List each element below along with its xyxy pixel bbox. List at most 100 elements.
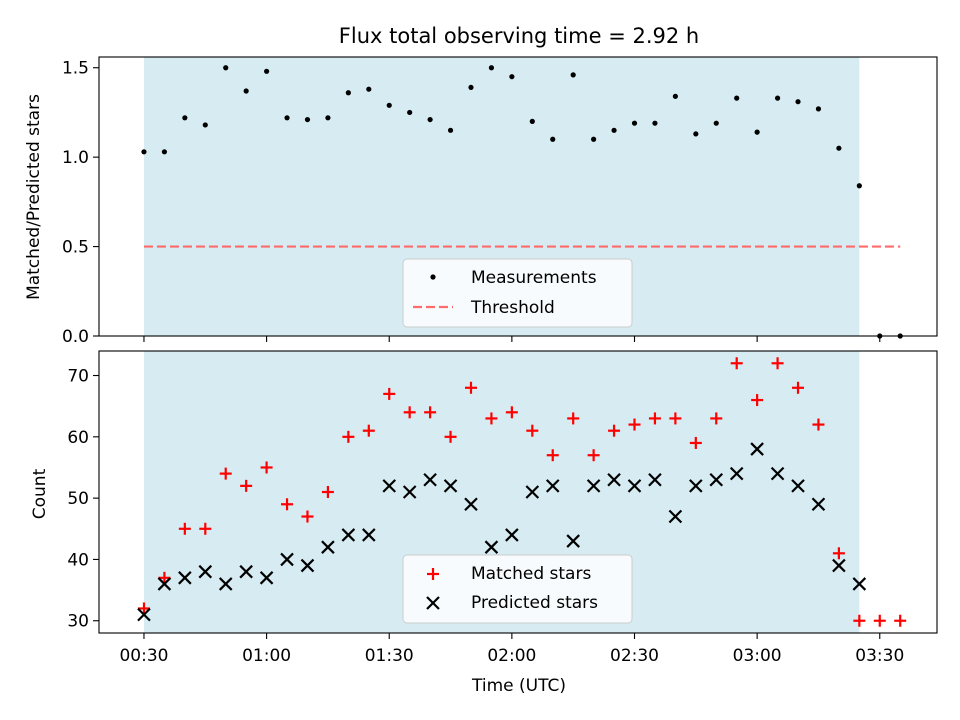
y-tick-label: 0.0 xyxy=(62,327,89,347)
top-y-axis-label: Matched/Predicted stars xyxy=(24,94,44,300)
measurement-point xyxy=(304,116,311,123)
predicted-stars-point xyxy=(321,540,335,554)
matched-stars-point xyxy=(301,510,314,523)
x-tick-label: 03:00 xyxy=(733,646,782,666)
measurement-point xyxy=(407,109,413,116)
top-panel: 0.0 0.5 1.0 1.5 Matched/Predicted stars Mea… xyxy=(24,56,938,347)
measurement-point xyxy=(570,72,576,78)
y-tick-label: 50 xyxy=(67,489,89,509)
measurement-point xyxy=(713,120,719,126)
top-legend-box xyxy=(402,258,633,328)
predicted-stars-point xyxy=(811,497,826,512)
matched-stars-point xyxy=(608,424,621,437)
matched-stars-point xyxy=(669,412,682,425)
measurement-point xyxy=(836,145,842,151)
matched-stars-point xyxy=(424,406,437,419)
matched-stars-point xyxy=(464,381,477,394)
legend-threshold-label: Threshold xyxy=(470,298,555,318)
measurement-point xyxy=(550,136,556,142)
predicted-stars-point xyxy=(791,479,805,493)
top-y-ticks: 0.0 0.5 1.0 1.5 xyxy=(62,59,99,347)
bottom-y-axis-label: Count xyxy=(30,468,50,519)
measurement-point xyxy=(856,183,862,189)
measurement-point xyxy=(325,115,331,121)
predicted-stars-point xyxy=(750,442,764,456)
predicted-stars-point xyxy=(545,479,560,493)
matched-stars-point xyxy=(505,406,518,419)
measurement-point xyxy=(509,74,515,80)
top-legend: Measurements Threshold xyxy=(402,258,633,328)
matched-stars-point xyxy=(853,614,866,627)
bottom-panel: 30 40 50 60 70 00:30 01:00 01:30 02:00 02:30 03:0… xyxy=(30,350,938,696)
predicted-stars-point xyxy=(525,485,540,499)
matched-stars-point xyxy=(587,449,600,462)
matched-stars-point xyxy=(281,498,294,511)
legend-predicted-marker xyxy=(426,596,440,610)
predicted-stars-point xyxy=(443,479,458,493)
bottom-x-ticks: 00:30 01:00 01:30 02:00 02:30 03:00 03:30 xyxy=(119,633,904,666)
matched-stars-point xyxy=(240,479,253,492)
top-marks xyxy=(141,65,903,339)
measurement-point xyxy=(243,88,249,94)
y-tick-label: 1.0 xyxy=(62,148,89,168)
measurement-point xyxy=(652,120,658,126)
matched-stars-point xyxy=(710,412,723,425)
matched-stars-point xyxy=(219,467,232,480)
measurement-point xyxy=(693,131,699,137)
bottom-panel-frame xyxy=(98,350,938,634)
y-tick-label: 60 xyxy=(67,428,89,448)
matched-stars-point xyxy=(546,449,559,462)
predicted-stars-point xyxy=(341,528,356,542)
top-panel-frame xyxy=(98,56,938,337)
measurement-point xyxy=(366,86,372,92)
bottom-x-axis-label: Time (UTC) xyxy=(471,676,566,696)
predicted-stars-point xyxy=(300,558,315,573)
x-tick-label: 01:00 xyxy=(242,646,291,666)
predicted-stars-point xyxy=(566,534,580,548)
matched-stars-point xyxy=(178,522,191,535)
bottom-y-ticks: 30 40 50 60 70 xyxy=(67,367,99,632)
x-tick-label: 01:30 xyxy=(365,646,414,666)
measurement-point xyxy=(468,84,474,91)
bottom-legend-box xyxy=(402,554,633,624)
predicted-stars-point xyxy=(586,479,601,493)
predicted-stars-point xyxy=(280,552,294,567)
matched-stars-point xyxy=(158,571,171,584)
predicted-stars-point xyxy=(218,577,233,591)
matched-stars-point xyxy=(444,430,457,443)
y-tick-label: 40 xyxy=(67,550,89,570)
matched-stars-point xyxy=(873,614,886,627)
matched-stars-point xyxy=(137,602,150,615)
legend-measurements-marker xyxy=(430,274,436,280)
measurement-point xyxy=(734,95,740,101)
predicted-stars-point xyxy=(852,577,867,591)
predicted-stars-point xyxy=(770,466,785,481)
predicted-stars-point xyxy=(178,571,192,585)
matched-stars-point xyxy=(342,430,355,443)
matched-stars-point xyxy=(771,357,784,370)
predicted-stars-point xyxy=(709,472,724,487)
matched-stars-point xyxy=(383,387,396,400)
legend-predicted-label: Predicted stars xyxy=(471,593,598,613)
x-tick-label: 02:00 xyxy=(487,646,536,666)
bottom-legend: Matched stars Predicted stars xyxy=(402,554,633,624)
measurement-point xyxy=(631,120,638,126)
matched-stars-point xyxy=(792,381,805,394)
x-tick-label: 03:30 xyxy=(855,646,904,666)
measurement-point xyxy=(591,136,597,142)
matched-stars-point xyxy=(321,486,334,498)
predicted-stars-point xyxy=(832,558,846,573)
measurement-point xyxy=(795,99,801,105)
matched-stars-point xyxy=(485,412,498,425)
predicted-stars-point xyxy=(157,577,172,591)
figure-title: Flux total observing time = 2.92 h xyxy=(339,24,699,48)
matched-stars-point xyxy=(526,424,539,437)
measurement-point xyxy=(202,122,208,128)
predicted-stars-point xyxy=(362,528,376,542)
matched-stars-point xyxy=(567,412,580,425)
predicted-stars-point xyxy=(239,564,253,579)
predicted-stars-point xyxy=(668,509,683,524)
matched-stars-point xyxy=(751,394,764,407)
predicted-stars-point xyxy=(689,479,703,493)
